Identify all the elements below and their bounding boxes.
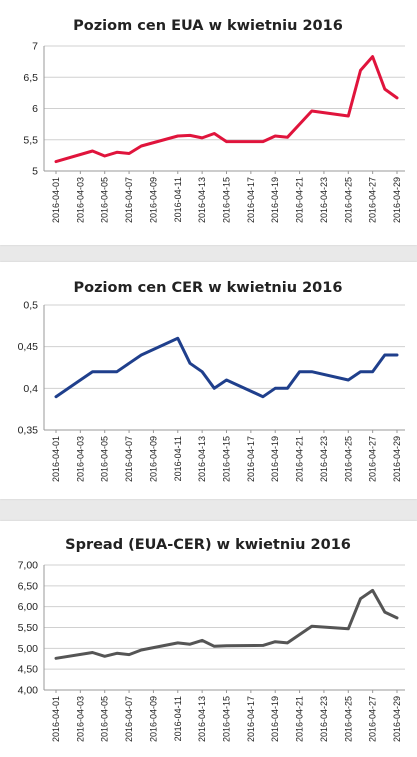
spread-chart-panel: Spread (EUA-CER) w kwietniu 2016 4,00 4,50… xyxy=(0,521,417,757)
cer-series-line xyxy=(54,336,399,399)
eua-x-tick-label: 2016-04-23 xyxy=(319,177,329,223)
eua-chart-title: Poziom cen EUA w kwietniu 2016 xyxy=(73,18,343,34)
cer-x-tick-label: 2016-04-03 xyxy=(75,436,85,482)
cer-price-chart: Poziom cen CER w kwietniu 2016 0,35 0,4 0,4… xyxy=(18,280,405,482)
cer-y-tick-label: 0,35 xyxy=(18,425,39,437)
eua-x-tick-label: 2016-04-27 xyxy=(368,177,378,223)
eua-price-chart-panel: Poziom cen EUA w kwietniu 2016 5 5,5 6 6,5 7 2… xyxy=(0,0,417,245)
cer-y-tick-label: 0,5 xyxy=(23,300,38,312)
cer-x-tick-label: 2016-04-11 xyxy=(173,436,183,481)
spread-x-tick-label: 2016-04-17 xyxy=(246,696,256,742)
spread-x-tick-label: 2016-04-07 xyxy=(124,696,134,742)
eua-x-tick-label: 2016-04-03 xyxy=(75,177,85,223)
spread-x-tick-label: 2016-04-09 xyxy=(148,696,158,742)
eua-y-tick-label: 5 xyxy=(32,166,38,178)
spread-y-tick-label: 4,50 xyxy=(18,664,39,676)
cer-x-tick-label: 2016-04-01 xyxy=(51,436,61,482)
cer-y-tick-label: 0,45 xyxy=(18,341,39,353)
spread-y-tick-label: 6,00 xyxy=(18,601,39,613)
cer-x-tick-label: 2016-04-09 xyxy=(148,436,158,482)
eua-x-tick-label: 2016-04-13 xyxy=(197,177,207,223)
spread-x-tick-label: 2016-04-21 xyxy=(295,696,305,742)
spread-x-tick-label: 2016-04-01 xyxy=(51,696,61,742)
cer-x-tick-label: 2016-04-07 xyxy=(124,436,134,482)
spread-y-tick-label: 6,50 xyxy=(18,580,39,592)
spread-x-tick-label: 2016-04-05 xyxy=(100,696,110,742)
spread-x-tick-label: 2016-04-19 xyxy=(270,696,280,742)
cer-x-tick-label: 2016-04-25 xyxy=(343,436,353,482)
spread-y-tick-label: 5,00 xyxy=(18,643,39,655)
cer-x-tick-label: 2016-04-19 xyxy=(270,436,280,482)
spread-x-tick-label: 2016-04-25 xyxy=(343,696,353,742)
eua-x-tick-label: 2016-04-29 xyxy=(392,177,402,223)
cer-x-tick-label: 2016-04-27 xyxy=(368,436,378,482)
eua-y-tick-label: 6 xyxy=(32,103,38,115)
spread-x-tick-label: 2016-04-23 xyxy=(319,696,329,742)
spread-x-tick-label: 2016-04-29 xyxy=(392,696,402,742)
cer-x-tick-label: 2016-04-29 xyxy=(392,436,402,482)
cer-y-tick-label: 0,4 xyxy=(23,383,38,395)
eua-x-tick-label: 2016-04-11 xyxy=(173,177,183,222)
spread-chart-title: Spread (EUA-CER) w kwietniu 2016 xyxy=(65,537,351,553)
spread-x-tick-label: 2016-04-11 xyxy=(173,696,183,741)
cer-x-tick-label: 2016-04-13 xyxy=(197,436,207,482)
spread-y-tick-label: 4,00 xyxy=(18,685,39,697)
eua-x-tick-label: 2016-04-09 xyxy=(148,177,158,223)
spread-x-tick-label: 2016-04-03 xyxy=(75,696,85,742)
cer-x-tick-label: 2016-04-23 xyxy=(319,436,329,482)
eua-y-tick-label: 7 xyxy=(32,41,38,53)
eua-x-tick-label: 2016-04-01 xyxy=(51,177,61,223)
eua-x-tick-label: 2016-04-05 xyxy=(100,177,110,223)
cer-x-tick-label: 2016-04-21 xyxy=(295,436,305,482)
eua-x-tick-label: 2016-04-19 xyxy=(270,177,280,223)
eua-series-line xyxy=(54,55,399,164)
cer-price-chart-panel: Poziom cen CER w kwietniu 2016 0,35 0,4 0,4… xyxy=(0,262,417,499)
spread-y-tick-label: 7,00 xyxy=(18,560,39,572)
spread-chart: Spread (EUA-CER) w kwietniu 2016 4,00 4,50… xyxy=(18,537,405,742)
eua-y-tick-label: 5,5 xyxy=(23,134,38,146)
eua-price-chart: Poziom cen EUA w kwietniu 2016 5 5,5 6 6,5 7 2… xyxy=(23,18,405,223)
eua-x-tick-label: 2016-04-21 xyxy=(295,177,305,223)
cer-chart-title: Poziom cen CER w kwietniu 2016 xyxy=(74,280,343,296)
cer-x-tick-label: 2016-04-15 xyxy=(222,436,232,482)
cer-x-tick-label: 2016-04-05 xyxy=(100,436,110,482)
spread-series-line xyxy=(54,588,399,660)
spread-x-tick-label: 2016-04-27 xyxy=(368,696,378,742)
spread-x-tick-label: 2016-04-13 xyxy=(197,696,207,742)
eua-x-tick-label: 2016-04-17 xyxy=(246,177,256,223)
spread-y-tick-label: 5,50 xyxy=(18,622,39,634)
eua-x-tick-label: 2016-04-07 xyxy=(124,177,134,223)
spread-x-tick-label: 2016-04-15 xyxy=(222,696,232,742)
eua-x-tick-label: 2016-04-15 xyxy=(222,177,232,223)
eua-x-tick-label: 2016-04-25 xyxy=(343,177,353,223)
cer-x-tick-label: 2016-04-17 xyxy=(246,436,256,482)
eua-y-tick-label: 6,5 xyxy=(23,72,38,84)
